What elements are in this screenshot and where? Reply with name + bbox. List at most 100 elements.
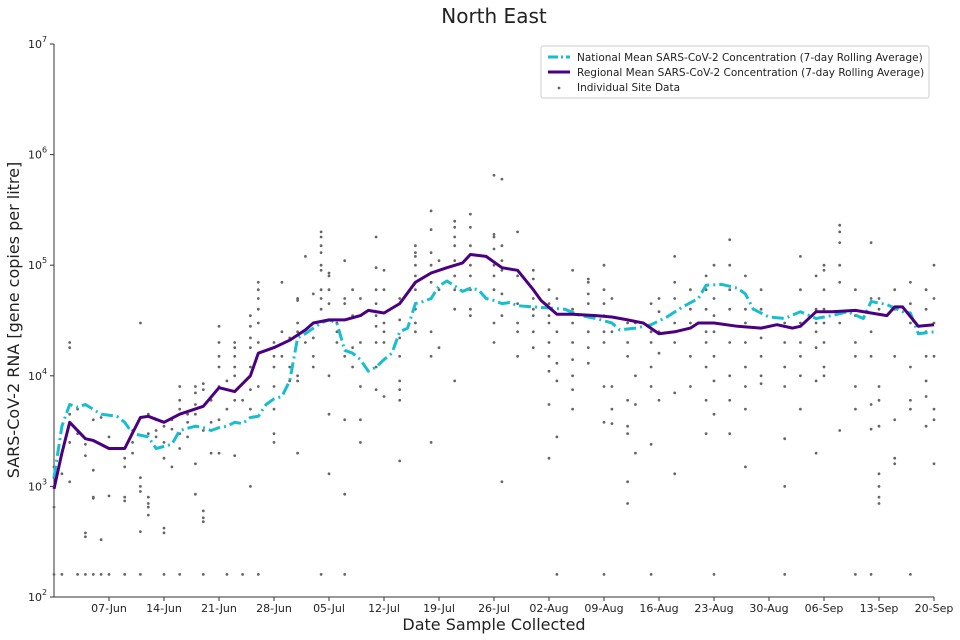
site-data-point bbox=[799, 255, 802, 258]
site-data-point bbox=[374, 341, 378, 344]
site-data-point bbox=[414, 263, 417, 267]
site-data-point bbox=[547, 341, 551, 344]
site-data-point bbox=[272, 432, 276, 435]
site-data-point bbox=[492, 341, 496, 344]
site-data-point bbox=[689, 385, 692, 388]
site-data-point bbox=[673, 391, 677, 395]
site-data-point bbox=[469, 263, 472, 267]
site-data-point bbox=[382, 321, 386, 325]
site-data-point bbox=[398, 354, 402, 358]
site-data-point bbox=[162, 531, 166, 535]
site-data-point bbox=[673, 472, 677, 476]
site-data-point bbox=[649, 302, 653, 305]
site-data-point bbox=[555, 330, 559, 334]
site-data-point bbox=[233, 346, 237, 349]
site-data-point bbox=[194, 492, 197, 496]
site-data-point bbox=[296, 374, 299, 378]
site-data-point bbox=[571, 321, 574, 325]
site-data-point bbox=[414, 255, 417, 258]
site-data-point bbox=[327, 288, 331, 292]
site-data-point bbox=[531, 330, 535, 334]
site-data-point bbox=[233, 374, 237, 378]
site-data-point bbox=[744, 341, 747, 344]
site-data-point bbox=[453, 274, 457, 278]
site-data-point bbox=[272, 365, 276, 369]
site-data-point bbox=[178, 398, 182, 402]
legend: National Mean SARS-CoV-2 Concentration (… bbox=[540, 45, 930, 99]
site-data-point bbox=[91, 496, 95, 500]
site-data-point bbox=[374, 388, 378, 391]
site-data-point bbox=[256, 341, 260, 344]
site-data-point bbox=[319, 307, 323, 311]
site-data-point bbox=[91, 418, 95, 422]
site-data-point bbox=[84, 573, 87, 576]
site-data-point bbox=[814, 346, 818, 349]
site-data-point bbox=[241, 573, 245, 576]
site-data-point bbox=[217, 365, 221, 369]
site-data-point bbox=[249, 324, 252, 328]
site-data-point bbox=[304, 255, 307, 258]
site-data-point bbox=[822, 263, 826, 267]
site-data-point bbox=[170, 465, 174, 469]
x-tick-label: 02-Aug bbox=[529, 602, 568, 615]
site-data-point bbox=[869, 427, 873, 431]
site-data-point bbox=[516, 330, 519, 334]
site-data-point bbox=[783, 365, 787, 369]
site-data-point bbox=[932, 354, 936, 358]
site-data-point bbox=[610, 385, 614, 388]
site-data-point bbox=[799, 374, 802, 378]
site-data-point bbox=[288, 379, 292, 383]
site-data-point bbox=[492, 247, 496, 251]
x-tick-label: 16-Aug bbox=[639, 602, 678, 615]
site-data-point bbox=[272, 441, 276, 444]
site-data-point bbox=[924, 379, 928, 383]
site-data-point bbox=[249, 388, 252, 391]
site-data-point bbox=[201, 509, 205, 513]
site-data-point bbox=[225, 573, 229, 576]
site-data-point bbox=[893, 418, 897, 422]
site-data-point bbox=[531, 277, 535, 281]
site-data-point bbox=[327, 302, 331, 305]
site-data-point bbox=[319, 244, 323, 248]
site-data-point bbox=[932, 407, 936, 411]
site-data-point bbox=[877, 297, 881, 300]
site-data-point bbox=[146, 432, 150, 435]
site-data-point bbox=[822, 365, 826, 369]
site-data-point bbox=[744, 465, 747, 469]
site-data-point bbox=[296, 297, 299, 300]
site-data-point bbox=[319, 288, 323, 292]
site-data-point bbox=[854, 573, 857, 576]
site-data-point bbox=[296, 451, 299, 455]
site-data-point bbox=[453, 244, 457, 248]
site-data-point bbox=[759, 382, 763, 385]
site-data-point bbox=[319, 263, 323, 267]
site-data-point bbox=[453, 379, 457, 383]
site-data-point bbox=[657, 297, 661, 300]
site-data-point bbox=[547, 456, 551, 460]
site-data-point bbox=[437, 346, 441, 349]
site-data-point bbox=[139, 321, 142, 325]
site-data-point bbox=[854, 341, 857, 344]
site-data-point bbox=[814, 307, 818, 311]
site-data-point bbox=[869, 354, 873, 358]
site-data-point bbox=[319, 268, 323, 272]
site-data-point bbox=[814, 330, 818, 334]
site-data-point bbox=[869, 573, 873, 576]
site-data-point bbox=[626, 432, 629, 435]
site-data-point bbox=[869, 330, 873, 334]
site-data-point bbox=[68, 480, 72, 484]
site-data-point bbox=[146, 495, 150, 499]
site-data-point bbox=[704, 307, 708, 311]
site-data-point bbox=[783, 573, 787, 576]
site-data-point bbox=[924, 307, 928, 311]
site-data-point bbox=[783, 321, 787, 325]
site-data-point bbox=[327, 472, 331, 476]
site-data-point bbox=[217, 354, 221, 358]
site-data-point bbox=[712, 263, 716, 267]
site-data-point bbox=[893, 354, 897, 358]
site-data-point bbox=[343, 297, 347, 300]
site-data-point bbox=[311, 365, 315, 369]
site-data-point bbox=[414, 321, 417, 325]
site-data-point bbox=[814, 274, 818, 278]
site-data-point bbox=[99, 538, 103, 542]
